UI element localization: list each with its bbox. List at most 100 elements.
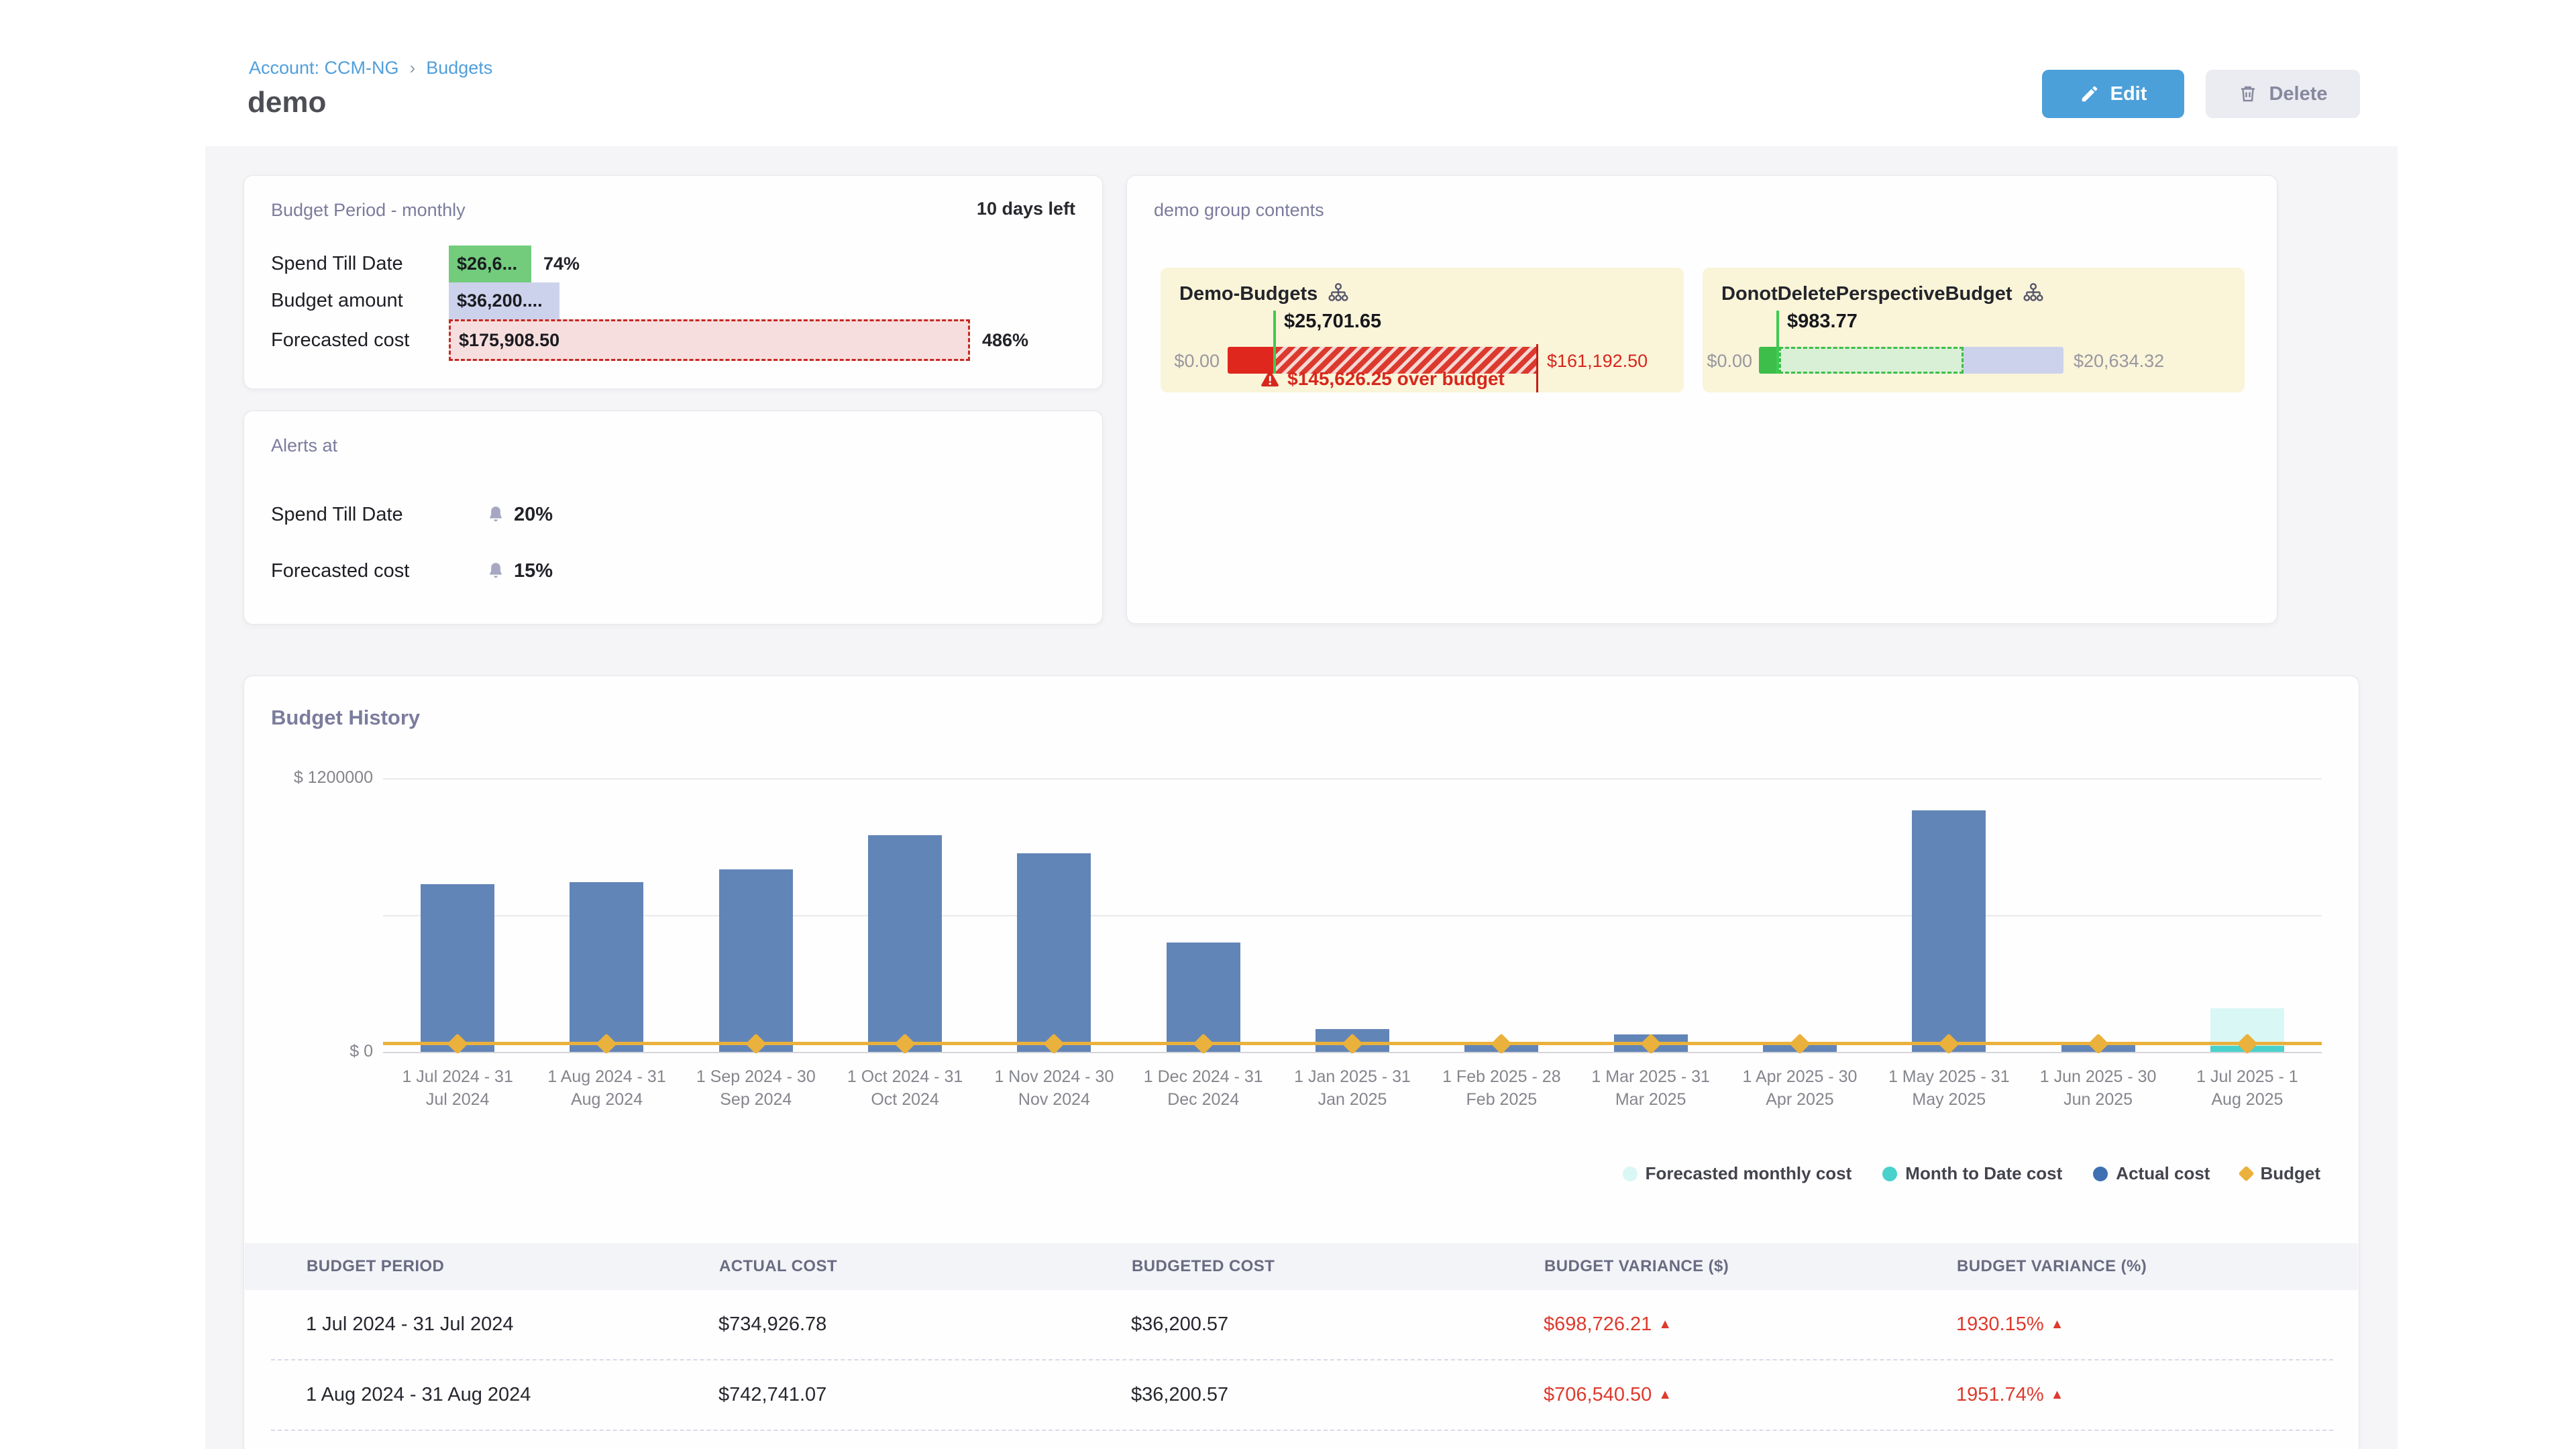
bar-actual-cost [868,835,943,1052]
budget-table-body: 1 Jul 2024 - 31 Jul 2024 $734,926.78 $36… [271,1290,2333,1431]
column-header-budgeted-cost: BUDGETED COST [1132,1257,1275,1275]
x-axis-label: 1 Feb 2025 - 28 Feb 2025 [1442,1067,1561,1109]
breadcrumb-separator-icon: › [409,58,416,78]
budget-amount-row: Budget amount $36,200.... [271,282,1075,319]
group-item-donotdelete[interactable]: DonotDeletePerspectiveBudget $0.00 $983.… [1703,268,2245,392]
donotdelete-progress-bar [1759,347,2063,374]
group-item-name: Demo-Budgets [1179,282,1318,305]
bar-actual-cost [421,884,495,1052]
x-axis-label: 1 Jul 2024 - 31 Jul 2024 [402,1067,513,1109]
cell-budgeted: $36,200.57 [1131,1384,1229,1405]
x-axis-label: 1 Mar 2025 - 31 Mar 2025 [1591,1067,1710,1109]
chart-column: 1 Jul 2024 - 31 Jul 2024 [383,778,532,1109]
x-axis-label: 1 Aug 2024 - 31 Aug 2024 [547,1067,666,1109]
days-left-label: 10 days left [976,199,1075,219]
x-axis-label: 1 Apr 2025 - 30 Apr 2025 [1742,1067,1858,1109]
up-arrow-icon: ▲ [1658,1317,1672,1332]
legend-label: Month to Date cost [1905,1163,2063,1183]
column-header-actual-cost: ACTUAL COST [719,1257,837,1275]
y-axis-zero-label: $ 0 [350,1042,373,1061]
legend-item-actual[interactable]: Actual cost [2093,1163,2210,1184]
legend-item-forecasted[interactable]: Forecasted monthly cost [1622,1163,1851,1184]
spent-segment [1759,347,1779,374]
alerts-card: Alerts at Spend Till Date 20% Forecasted… [244,411,1103,625]
budget-history-card: Budget History $ 1200000 $ 0 1 Jul 2024 … [244,676,2359,1449]
column-header-variance-pct: BUDGET VARIANCE (%) [1957,1257,2147,1275]
alert-row-forecast: Forecasted cost 15% [271,543,1075,599]
spent-segment [1228,347,1276,374]
bar-min-label: $0.00 [1707,351,1752,371]
alert-row-spend: Spend Till Date 20% [271,486,1075,543]
up-arrow-icon: ▲ [2050,1317,2064,1332]
x-axis-label: 1 Nov 2024 - 30 Nov 2024 [994,1067,1114,1109]
budget-history-title: Budget History [271,706,421,729]
spend-marker-label: $25,701.65 [1284,311,1382,332]
gridline-top [383,778,2322,780]
forecasted-cost-label: Forecasted cost [271,329,410,351]
bell-icon [486,504,506,525]
alert-label: Forecasted cost [271,559,410,582]
group-item-demo-budgets[interactable]: Demo-Budgets $0.00 $25,701.65 $161,192.5… [1161,268,1684,392]
budget-period-card-title: Budget Period - monthly [271,200,466,220]
breadcrumb-account-link[interactable]: Account: CCM-NG [249,58,399,78]
table-row: 1 Jul 2024 - 31 Jul 2024 $734,926.78 $36… [271,1290,2333,1360]
x-axis-label: 1 Oct 2024 - 31 Oct 2024 [847,1067,963,1109]
up-arrow-icon: ▲ [1658,1387,1672,1402]
legend-swatch-actual [2093,1166,2108,1181]
edit-button[interactable]: Edit [2042,70,2184,118]
forecast-segment [1779,347,1964,374]
budget-amount-label: Budget amount [271,290,403,311]
budget-table-header: BUDGET PERIOD ACTUAL COST BUDGETED COST … [245,1243,2358,1290]
demo-budgets-progress-bar [1228,347,1538,374]
chart-column: 1 Apr 2025 - 30 Apr 2025 [1725,778,1874,1109]
cell-actual: $742,741.07 [718,1384,827,1405]
cell-variance-pct: 1951.74% ▲ [1956,1384,2064,1405]
legend-item-budget[interactable]: Budget [2238,1163,2320,1184]
alerts-card-title: Alerts at [271,435,338,455]
delete-button-label: Delete [2269,83,2328,105]
bar-actual-cost [718,869,793,1052]
page-title: demo [248,86,327,119]
pencil-icon [2080,84,2100,104]
budget-amount-bar: $36,200.... [449,282,559,319]
cell-variance-pct: 1930.15% ▲ [1956,1313,2064,1335]
legend-label: Budget [2260,1163,2320,1183]
spend-till-date-label: Spend Till Date [271,253,403,274]
budget-amount-value: $36,200.... [457,290,543,311]
cell-variance-usd: $698,726.21 ▲ [1544,1313,1672,1335]
breadcrumb-budgets-link[interactable]: Budgets [426,58,493,78]
x-axis-label: 1 Jan 2025 - 31 Jan 2025 [1294,1067,1411,1109]
group-contents-card: demo group contents Demo-Budgets $0.00 $… [1126,175,2277,624]
spend-till-date-value: $26,6... [457,254,518,274]
chart-column: 1 Nov 2024 - 30 Nov 2024 [979,778,1128,1109]
chart-column: 1 Oct 2024 - 31 Oct 2024 [830,778,979,1109]
spend-marker [1273,311,1276,374]
up-arrow-icon: ▲ [2050,1387,2064,1402]
legend-swatch-forecasted [1622,1166,1638,1181]
forecasted-cost-bar: $175,908.50 [449,319,970,361]
trash-icon [2238,84,2258,104]
cell-variance-usd: $706,540.50 ▲ [1544,1384,1672,1405]
hierarchy-icon [2022,282,2045,305]
delete-button[interactable]: Delete [2206,70,2360,118]
column-header-variance-usd: BUDGET VARIANCE ($) [1544,1257,1729,1275]
group-contents-card-title: demo group contents [1154,200,1324,220]
alert-value: 15% [514,559,553,582]
x-axis-label: 1 Dec 2024 - 31 Dec 2024 [1143,1067,1263,1109]
spend-till-date-percent: 74% [543,254,580,274]
cell-actual: $734,926.78 [718,1313,827,1335]
over-budget-text: $145,626.25 over budget [1287,368,1505,389]
legend-item-mtd[interactable]: Month to Date cost [1882,1163,2062,1184]
remaining-segment [1964,347,2063,374]
x-axis-label: 1 Jul 2025 - 1 Aug 2025 [2196,1067,2298,1109]
bar-actual-cost [570,882,644,1052]
chart-column: 1 Aug 2024 - 31 Aug 2024 [532,778,681,1109]
chart-legend: Forecasted monthly cost Month to Date co… [1622,1163,2320,1184]
forecasted-cost-value: $175,908.50 [459,329,560,350]
hierarchy-icon [1327,282,1350,305]
table-row: 1 Aug 2024 - 31 Aug 2024 $742,741.07 $36… [271,1360,2333,1431]
forecasted-cost-percent: 486% [982,329,1029,350]
group-item-name: DonotDeletePerspectiveBudget [1721,282,2012,305]
forecast-over-segment [1276,347,1538,374]
